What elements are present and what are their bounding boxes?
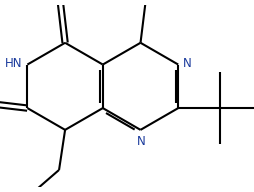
Text: N: N [137, 135, 146, 148]
Text: HN: HN [5, 57, 23, 70]
Text: N: N [183, 57, 192, 70]
